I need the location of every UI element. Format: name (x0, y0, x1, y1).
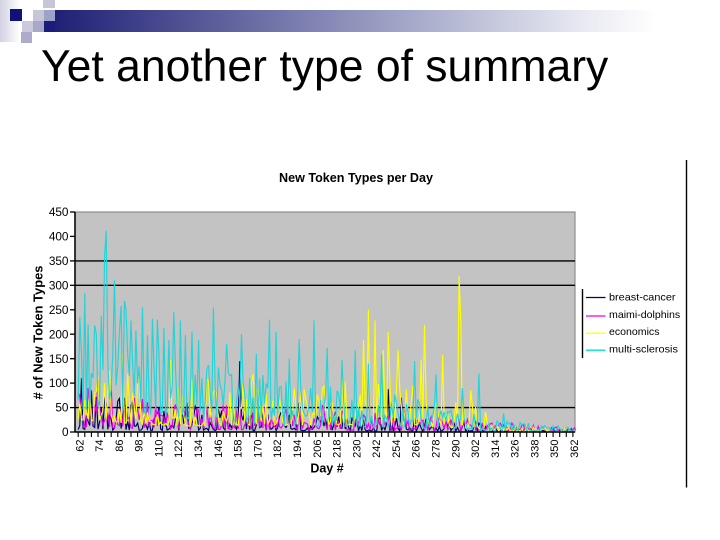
svg-text:290: 290 (450, 440, 462, 458)
svg-text:Day #: Day # (310, 462, 343, 476)
svg-text:74: 74 (94, 440, 106, 452)
svg-text:134: 134 (193, 440, 205, 458)
svg-text:300: 300 (49, 278, 69, 292)
svg-text:326: 326 (510, 440, 522, 458)
svg-text:150: 150 (49, 352, 69, 366)
svg-text:230: 230 (351, 440, 363, 458)
svg-text:350: 350 (49, 254, 69, 268)
svg-text:254: 254 (391, 440, 403, 458)
svg-text:450: 450 (49, 205, 69, 219)
svg-text:86: 86 (114, 440, 126, 452)
svg-text:250: 250 (49, 303, 69, 317)
svg-text:122: 122 (173, 440, 185, 458)
svg-text:breast-cancer: breast-cancer (609, 292, 676, 304)
svg-text:100: 100 (49, 376, 69, 390)
svg-text:economics: economics (609, 326, 660, 338)
svg-text:194: 194 (292, 440, 304, 458)
svg-text:314: 314 (490, 440, 502, 458)
svg-text:400: 400 (49, 230, 69, 244)
svg-text:62: 62 (74, 440, 86, 452)
svg-text:266: 266 (411, 440, 423, 458)
svg-text:182: 182 (272, 440, 284, 458)
svg-text:362: 362 (569, 440, 581, 458)
svg-text:200: 200 (49, 327, 69, 341)
svg-text:158: 158 (233, 440, 245, 458)
svg-text:0: 0 (62, 425, 69, 439)
svg-text:110: 110 (154, 440, 166, 458)
svg-text:302: 302 (470, 440, 482, 458)
svg-text:98: 98 (134, 440, 146, 452)
svg-text:50: 50 (55, 401, 69, 415)
svg-text:338: 338 (529, 440, 541, 458)
svg-text:New Token Types per Day: New Token Types per Day (279, 170, 434, 185)
svg-text:maimi-dolphins: maimi-dolphins (609, 309, 680, 321)
svg-text:170: 170 (252, 440, 264, 458)
svg-text:350: 350 (549, 440, 561, 458)
svg-text:278: 278 (431, 440, 443, 458)
svg-text:242: 242 (371, 440, 383, 458)
svg-text:multi-sclerosis: multi-sclerosis (609, 343, 678, 355)
svg-text:# of New Token Types: # of New Token Types (32, 265, 46, 399)
svg-text:206: 206 (312, 440, 324, 458)
svg-text:218: 218 (332, 440, 344, 458)
svg-text:146: 146 (213, 440, 225, 458)
